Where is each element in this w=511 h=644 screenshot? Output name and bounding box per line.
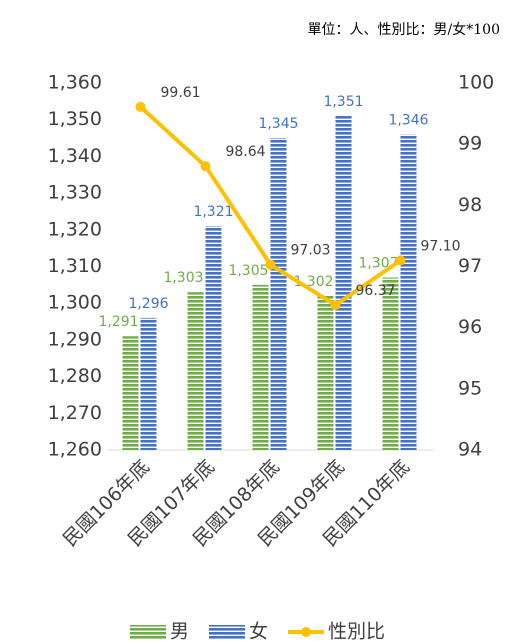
y2-tick-label: 95: [458, 377, 482, 399]
bar: [335, 116, 352, 450]
data-label: 97.03: [291, 243, 331, 259]
data-label: 1,321: [193, 204, 233, 220]
data-label: 99.61: [161, 85, 201, 101]
line-point: [330, 300, 341, 311]
data-label: 1,291: [98, 314, 138, 330]
bar: [122, 336, 139, 450]
bar: [317, 295, 334, 450]
unit-note: 單位：人、性別比：男/女*100: [308, 21, 500, 38]
bar: [382, 277, 399, 450]
data-label: 96.37: [356, 283, 396, 299]
legend-swatch: [301, 627, 312, 637]
legend-label: 女: [249, 621, 268, 643]
data-label: 98.64: [226, 144, 266, 160]
y-tick-label: 1,280: [48, 365, 102, 387]
data-label: 1,346: [388, 112, 428, 128]
data-label: 1,345: [258, 116, 298, 132]
y2-tick-label: 98: [458, 194, 482, 216]
bar: [252, 284, 269, 450]
legend-swatch: [130, 625, 166, 639]
line-point: [135, 101, 146, 112]
y-tick-label: 1,360: [48, 72, 102, 94]
line-point: [265, 259, 276, 270]
y2-tick-label: 97: [458, 255, 482, 277]
line-point: [200, 161, 211, 172]
y2-tick-label: 96: [458, 316, 482, 338]
data-label: 1,305: [228, 263, 268, 279]
line-point: [395, 255, 406, 266]
y2-tick-label: 94: [458, 439, 482, 461]
y-tick-label: 1,270: [48, 402, 102, 424]
data-label: 97.10: [421, 238, 461, 254]
y-tick-label: 1,330: [48, 182, 102, 204]
data-label: 1,303: [163, 270, 203, 286]
y-tick-label: 1,350: [48, 108, 102, 130]
y-tick-label: 1,340: [48, 145, 102, 167]
bar: [400, 134, 417, 450]
bar: [187, 292, 204, 450]
legend-swatch: [209, 625, 246, 639]
legend-label: 男: [170, 621, 189, 643]
y-tick-label: 1,290: [48, 328, 102, 350]
y2-tick-label: 100: [458, 72, 494, 94]
y-tick-label: 1,320: [48, 218, 102, 240]
y-tick-label: 1,260: [48, 439, 102, 461]
bar: [270, 138, 287, 451]
y-tick-label: 1,310: [48, 255, 102, 277]
legend-label: 性別比: [328, 621, 385, 643]
bar: [140, 317, 157, 450]
y-tick-label: 1,300: [48, 292, 102, 314]
data-label: 1,296: [128, 296, 168, 312]
bar: [205, 226, 222, 450]
y2-tick-label: 99: [458, 133, 482, 155]
data-label: 1,351: [323, 94, 363, 110]
